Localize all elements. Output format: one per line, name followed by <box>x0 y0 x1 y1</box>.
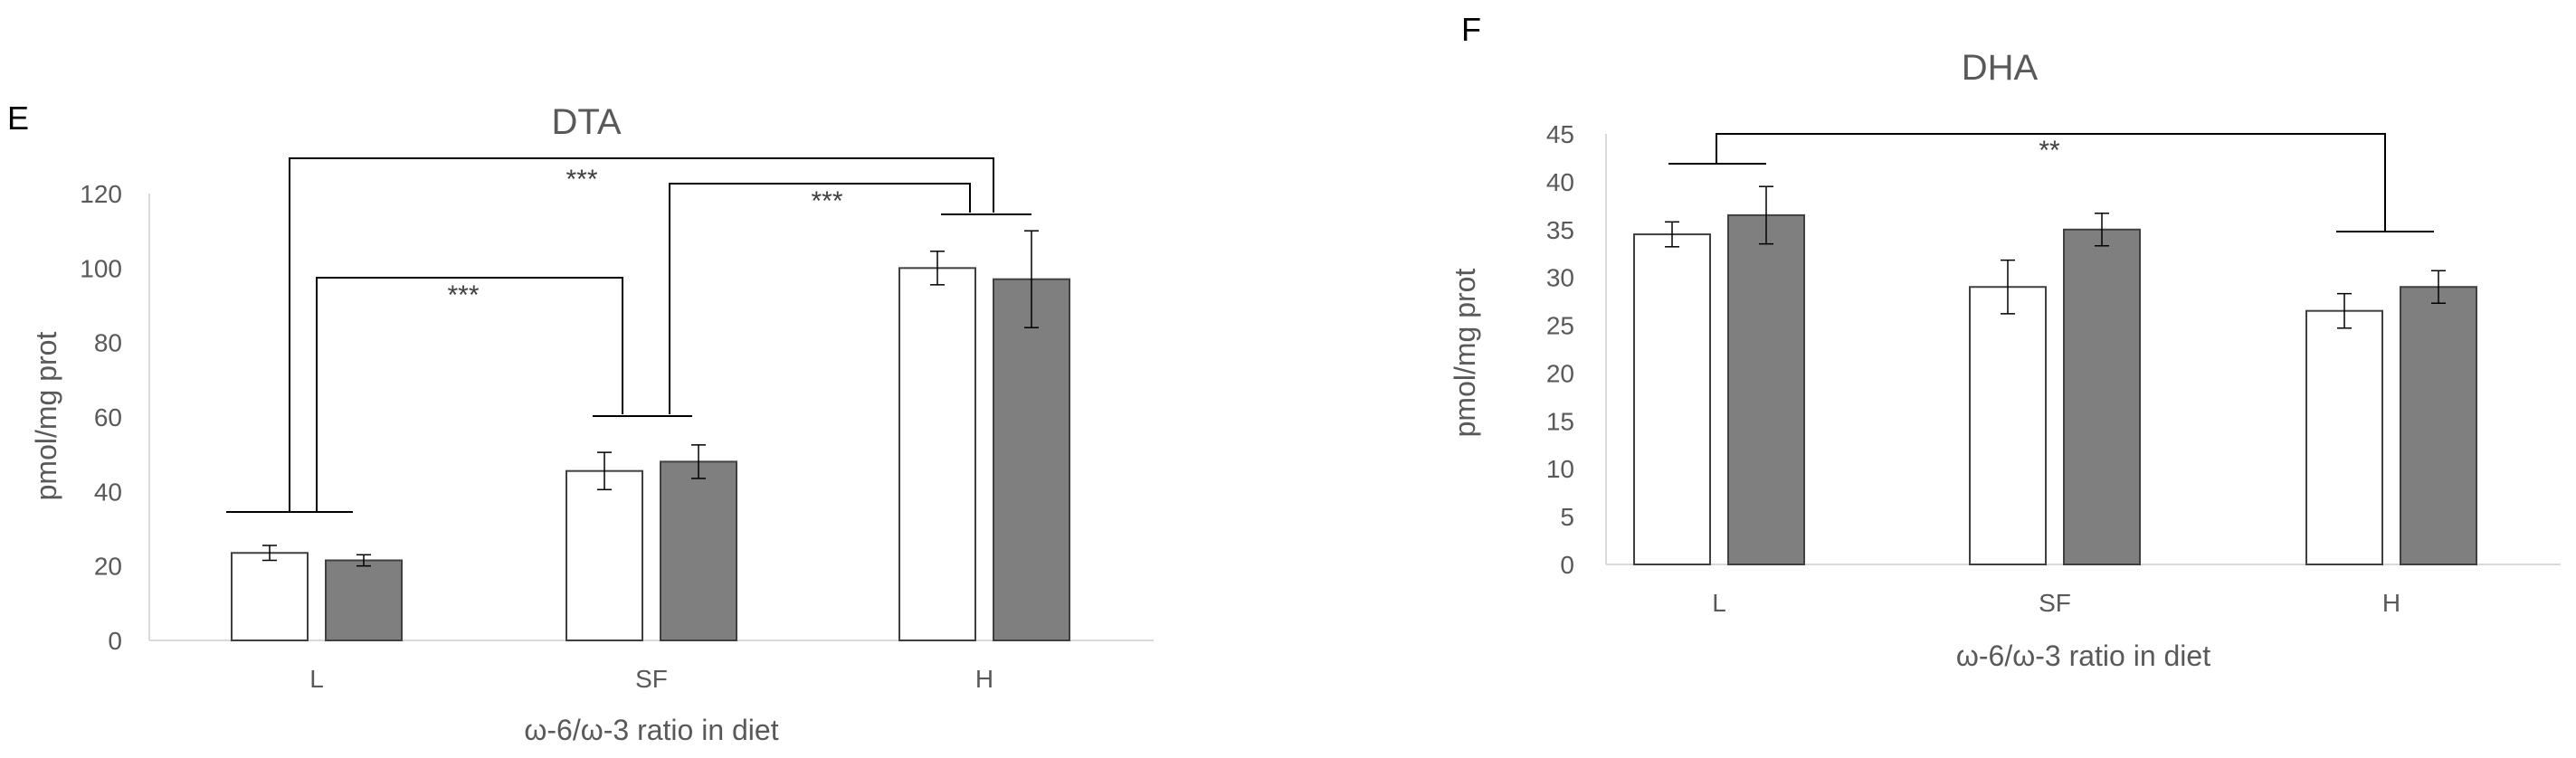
y-tick-label: 20 <box>94 553 122 581</box>
bar-open <box>1969 286 2047 565</box>
significance-bracket <box>669 183 971 414</box>
x-axis-label: ω-6/ω-3 ratio in diet <box>524 714 778 746</box>
x-tick-label: H <box>975 665 993 693</box>
y-tick-label: 40 <box>94 478 122 506</box>
x-tick-label: SF <box>2039 589 2071 617</box>
y-tick-label: 60 <box>94 403 122 431</box>
y-tick-label: 15 <box>1546 407 1574 435</box>
dta-chart: DTA ω-6/ω-3 ratio in diet pmol/mg prot 0 20 4… <box>30 102 1154 746</box>
x-tick-label: L <box>309 665 324 693</box>
y-tick-label: 80 <box>94 329 122 357</box>
x-tick-label: H <box>2382 589 2400 617</box>
chart-title: DTA <box>551 102 621 142</box>
x-tick-label: L <box>1712 589 1726 617</box>
y-tick-label: 30 <box>1546 264 1574 292</box>
x-tick-label: SF <box>635 665 668 693</box>
bar-filled <box>1727 213 1805 566</box>
significance-label: *** <box>566 165 597 194</box>
significance-bracket <box>289 157 994 512</box>
dha-chart: DHA ω-6/ω-3 ratio in diet pmol/mg prot 0 5 10… <box>1449 48 2561 672</box>
y-tick-label: 20 <box>1546 359 1574 387</box>
x-axis-label: ω-6/ω-3 ratio in diet <box>1956 640 2210 672</box>
bar-open <box>898 267 976 641</box>
bar-open <box>566 469 643 641</box>
panel-e-letter: E <box>7 99 30 137</box>
y-axis-label: pmol/mg prot <box>1449 269 1481 438</box>
y-axis-label: pmol/mg prot <box>30 332 62 501</box>
panel-f-letter: F <box>1461 11 1481 48</box>
significance-label: *** <box>811 186 842 216</box>
y-tick-label: 100 <box>80 254 122 282</box>
bar-filled <box>660 460 737 641</box>
bar-open <box>231 552 309 642</box>
significance-label: ** <box>2039 136 2060 166</box>
y-tick-label: 120 <box>80 180 122 208</box>
y-tick-label: 10 <box>1546 455 1574 483</box>
y-tick-label: 25 <box>1546 312 1574 340</box>
bar-open <box>2305 309 2383 565</box>
bar-filled <box>325 559 403 641</box>
y-tick-label: 0 <box>1560 551 1574 579</box>
bar-open <box>1633 233 1711 565</box>
y-tick-label: 35 <box>1546 216 1574 244</box>
significance-bracket <box>316 277 623 512</box>
y-tick-label: 40 <box>1546 168 1574 196</box>
significance-label: *** <box>447 280 479 310</box>
y-tick-label: 45 <box>1546 120 1574 148</box>
bar-filled <box>2063 228 2141 565</box>
y-tick-label: 0 <box>108 627 122 655</box>
bar-filled <box>2400 286 2477 565</box>
y-tick-label: 5 <box>1560 503 1574 531</box>
bar-filled <box>993 278 1070 641</box>
chart-title: DHA <box>1962 48 2039 88</box>
significance-bracket <box>1716 133 2386 232</box>
